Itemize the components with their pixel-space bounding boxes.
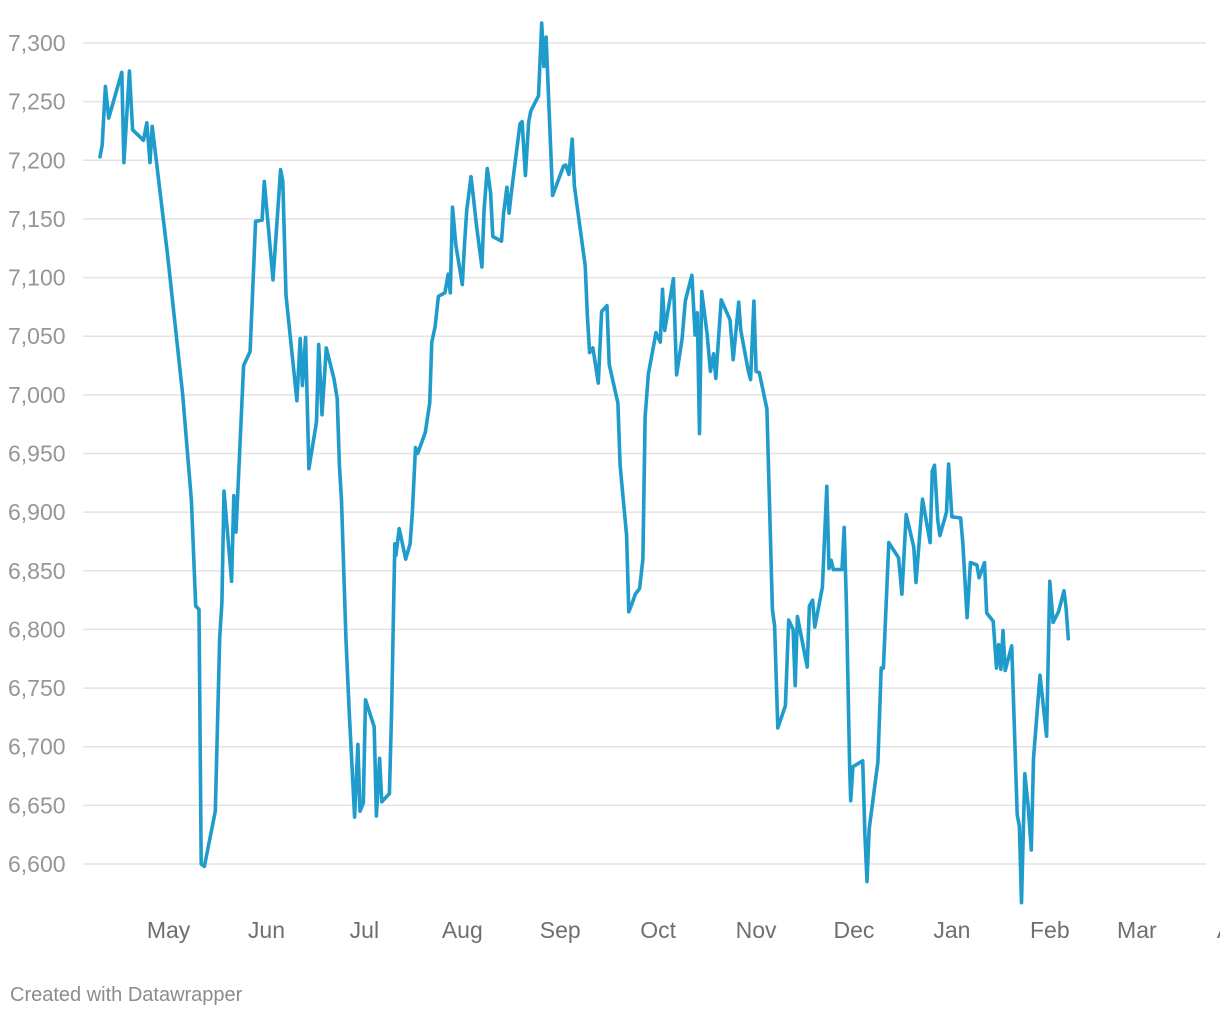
- y-tick-label: 6,950: [8, 441, 66, 467]
- y-tick-label: 7,250: [8, 89, 66, 115]
- x-tick-label: Oct: [640, 917, 676, 943]
- line-chart: 7,300 7,250 7,200 7,150 7,100 7,050 7,000 6,950…: [8, 21, 1220, 943]
- y-tick-label: 6,600: [8, 851, 66, 877]
- y-tick-label: 6,650: [8, 792, 66, 818]
- x-tick-label: Aug: [442, 917, 483, 943]
- x-tick-label: May: [147, 917, 191, 943]
- y-tick-label: 7,200: [8, 147, 66, 173]
- y-tick-label: 7,050: [8, 323, 66, 349]
- x-tick-label: Dec: [834, 917, 875, 943]
- y-tick-label: 6,700: [8, 734, 66, 760]
- y-tick-label: 7,000: [8, 382, 66, 408]
- x-tick-label: Feb: [1030, 917, 1070, 943]
- y-axis-tick-labels: 7,300 7,250 7,200 7,150 7,100 7,050 7,000 6,950…: [8, 30, 66, 877]
- y-tick-label: 6,850: [8, 558, 66, 584]
- series-line: [98, 21, 1071, 905]
- x-tick-label: Apr: [1217, 917, 1220, 943]
- credit-text: Created with Datawrapper: [10, 984, 243, 1006]
- x-axis-tick-labels: May Jun Jul Aug Sep Oct Nov Dec Jan Feb Mar Apr: [147, 917, 1220, 943]
- y-tick-label: 7,100: [8, 265, 66, 291]
- x-tick-label: Jan: [933, 917, 970, 943]
- x-tick-label: Jul: [350, 917, 379, 943]
- gridlines: [83, 42, 1206, 865]
- y-tick-label: 7,300: [8, 30, 66, 56]
- y-tick-label: 6,900: [8, 499, 66, 525]
- y-tick-label: 7,150: [8, 206, 66, 232]
- series-layer: [98, 21, 1071, 905]
- x-tick-label: Mar: [1117, 917, 1157, 943]
- y-tick-label: 6,750: [8, 675, 66, 701]
- x-tick-label: Jun: [248, 917, 285, 943]
- x-tick-label: Sep: [540, 917, 581, 943]
- x-tick-label: Nov: [736, 917, 777, 943]
- y-tick-label: 6,800: [8, 616, 66, 642]
